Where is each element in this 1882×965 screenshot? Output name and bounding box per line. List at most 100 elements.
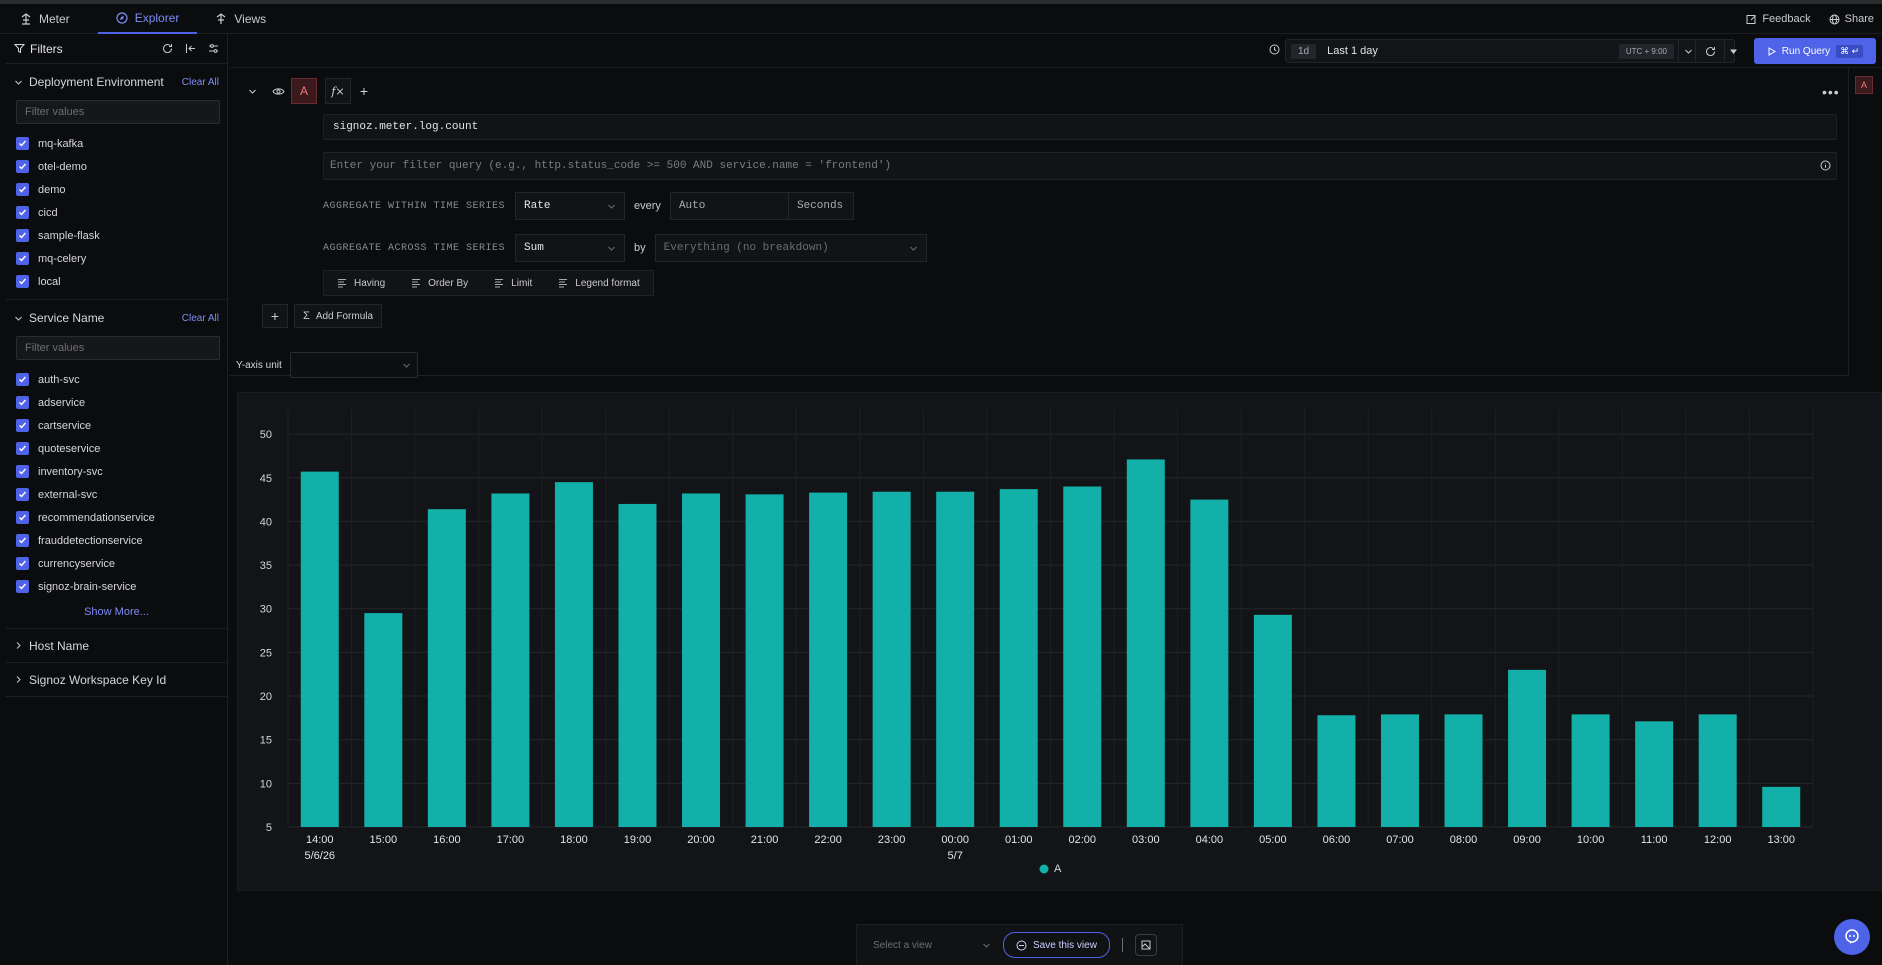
run-query-button[interactable]: Run Query ⌘ ↵	[1754, 38, 1876, 64]
main-panel: 1d Last 1 day UTC + 9:00 Run Query ⌘ ↵	[230, 34, 1882, 965]
filter-values-input[interactable]	[16, 336, 220, 360]
checkbox[interactable]	[16, 137, 29, 150]
checkbox[interactable]	[16, 229, 29, 242]
filter-option[interactable]: adservice	[6, 391, 227, 414]
list-icon	[495, 279, 504, 288]
refresh-icon[interactable]	[162, 43, 173, 54]
feedback-button[interactable]: Feedback	[1746, 13, 1811, 25]
share-button[interactable]: Share	[1829, 13, 1874, 25]
checkbox[interactable]	[16, 206, 29, 219]
filter-option[interactable]: mq-celery	[6, 247, 227, 270]
order-by-button[interactable]: Order By	[398, 270, 481, 296]
chat-button[interactable]	[1834, 919, 1870, 955]
legend-format-button[interactable]: Legend format	[545, 270, 653, 296]
tab-explorer[interactable]: Explorer	[97, 4, 198, 34]
view-select[interactable]: Select a view	[867, 932, 997, 958]
tab-meter-label: Meter	[39, 11, 70, 26]
checkbox[interactable]	[16, 488, 29, 501]
bar	[1380, 714, 1419, 827]
image-button[interactable]	[1134, 934, 1157, 956]
checkbox[interactable]	[16, 534, 29, 547]
collapse-query-button[interactable]	[239, 78, 265, 104]
show-more-link[interactable]: Show More...	[84, 606, 149, 618]
y-axis-unit-select[interactable]	[289, 352, 418, 378]
sigma-icon: Σ	[303, 310, 310, 322]
filter-option[interactable]: external-svc	[6, 483, 227, 506]
shortcut-badge: ⌘ ↵	[1836, 44, 1864, 58]
filter-option[interactable]: inventory-svc	[6, 460, 227, 483]
interval-input[interactable]: Auto	[669, 192, 788, 220]
add-formula-label: Add Formula	[315, 310, 374, 322]
checkbox[interactable]	[16, 275, 29, 288]
y-tick-label: 30	[260, 604, 272, 616]
filter-option[interactable]: recommendationservice	[6, 506, 227, 529]
checkbox[interactable]	[16, 442, 29, 455]
metric-name-field[interactable]: signoz.meter.log.count	[323, 114, 1837, 140]
filter-option[interactable]: quoteservice	[6, 437, 227, 460]
checkbox[interactable]	[16, 465, 29, 478]
x-tick-label: 01:00	[1005, 834, 1033, 846]
checkbox[interactable]	[16, 557, 29, 570]
clear-all-button[interactable]: Clear All	[181, 312, 219, 324]
filter-option[interactable]: currencyservice	[6, 552, 227, 575]
filter-option-label: cartservice	[38, 419, 92, 432]
filter-option[interactable]: cicd	[6, 201, 227, 224]
across-aggregation-select[interactable]: Sum	[515, 234, 626, 262]
query-a-indicator[interactable]: A	[1855, 76, 1873, 94]
chevron-down-icon[interactable]	[14, 78, 23, 87]
chevron-down-icon[interactable]	[14, 314, 23, 323]
add-function-button[interactable]: +	[351, 78, 377, 104]
checkbox[interactable]	[16, 419, 29, 432]
filter-option[interactable]: otel-demo	[6, 155, 227, 178]
filter-option[interactable]: auth-svc	[6, 368, 227, 391]
visibility-toggle[interactable]	[265, 78, 291, 104]
checkbox[interactable]	[16, 511, 29, 524]
checkbox[interactable]	[16, 396, 29, 409]
filter-option-label: currencyservice	[38, 557, 116, 570]
refresh-button[interactable]	[1695, 39, 1725, 63]
filter-option[interactable]: demo	[6, 178, 227, 201]
save-view-button[interactable]: Save this view	[1003, 932, 1110, 958]
filter-option[interactable]: cartservice	[6, 414, 227, 437]
settings-sliders-icon[interactable]	[208, 43, 219, 54]
collapse-sidebar-icon[interactable]	[185, 43, 196, 54]
time-range-selector[interactable]: 1d Last 1 day UTC + 9:00	[1285, 39, 1699, 63]
filter-option[interactable]: sample-flask	[6, 224, 227, 247]
x-tick-label: 20:00	[687, 834, 715, 846]
checkbox[interactable]	[16, 183, 29, 196]
bar	[872, 491, 911, 827]
checkbox[interactable]	[16, 160, 29, 173]
filter-values-input[interactable]	[16, 100, 220, 124]
filter-query-input[interactable]: Enter your filter query (e.g., http.stat…	[323, 152, 1837, 180]
caret-down-icon	[1730, 49, 1737, 54]
tab-meter[interactable]: Meter	[6, 4, 84, 34]
limit-button[interactable]: Limit	[481, 270, 545, 296]
filter-option[interactable]: mq-kafka	[6, 132, 227, 155]
more-options-icon[interactable]: •••	[1822, 84, 1840, 100]
filter-section-workspace-key[interactable]: Signoz Workspace Key Id	[6, 663, 227, 697]
function-button[interactable]: f×	[325, 78, 351, 104]
chevron-down-icon[interactable]	[1678, 40, 1698, 62]
interval-unit: Seconds	[787, 192, 854, 220]
filter-option[interactable]: signoz-brain-service	[6, 575, 227, 598]
tab-views[interactable]: Views	[201, 4, 280, 34]
x-tick-label: 06:00	[1323, 834, 1351, 846]
filter-option[interactable]: local	[6, 270, 227, 293]
filter-option[interactable]: frauddetectionservice	[6, 529, 227, 552]
info-icon[interactable]	[1820, 160, 1831, 171]
add-formula-button[interactable]: Σ Add Formula	[294, 304, 383, 328]
clear-all-button[interactable]: Clear All	[181, 76, 219, 88]
filter-option-label: frauddetectionservice	[38, 534, 143, 547]
filter-section-host-name[interactable]: Host Name	[6, 629, 227, 663]
checkbox[interactable]	[16, 252, 29, 265]
checkbox[interactable]	[16, 580, 29, 593]
query-name-badge[interactable]: A	[291, 78, 317, 104]
group-by-select[interactable]: Everything (no breakdown)	[654, 234, 927, 262]
tab-views-label: Views	[234, 11, 267, 26]
having-button[interactable]: Having	[324, 270, 398, 296]
refresh-options-dropdown[interactable]	[1729, 45, 1738, 59]
add-query-button[interactable]: +	[262, 304, 288, 328]
within-aggregation-select[interactable]: Rate	[515, 192, 626, 220]
checkbox[interactable]	[16, 373, 29, 386]
play-icon	[1767, 46, 1776, 56]
